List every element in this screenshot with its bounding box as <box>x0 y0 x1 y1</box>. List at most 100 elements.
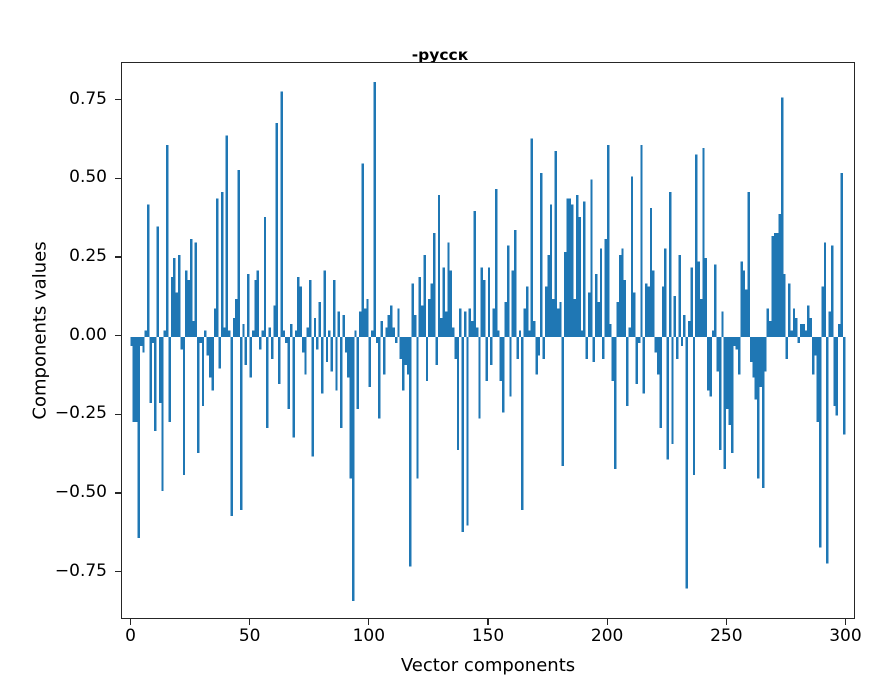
bar <box>559 302 562 337</box>
bar <box>168 336 171 422</box>
bar <box>704 258 708 337</box>
bar <box>518 330 522 337</box>
bar <box>754 336 758 400</box>
bar <box>516 336 519 359</box>
bar <box>239 336 243 510</box>
bar <box>311 336 314 457</box>
bar <box>166 144 169 337</box>
x-tick-mark <box>487 619 489 625</box>
x-tick-mark <box>844 619 847 625</box>
bar <box>685 336 688 589</box>
bar <box>642 336 646 394</box>
bar <box>811 336 815 375</box>
bar <box>468 308 472 337</box>
bar <box>297 276 300 337</box>
bar <box>144 330 148 337</box>
bar <box>585 336 588 359</box>
bar <box>313 317 317 337</box>
bar <box>599 248 603 337</box>
bar <box>490 336 493 366</box>
bar <box>294 330 298 337</box>
bar <box>356 336 360 410</box>
bar <box>328 330 331 337</box>
bar <box>545 286 548 337</box>
bar <box>382 336 386 375</box>
bar <box>497 330 500 337</box>
bar <box>595 273 598 337</box>
bar <box>192 321 195 337</box>
bar <box>137 336 140 539</box>
bar <box>571 204 574 337</box>
bar <box>547 254 550 337</box>
bar <box>237 169 240 337</box>
bar <box>282 330 286 337</box>
bar <box>766 308 770 337</box>
bar <box>418 276 422 337</box>
bar <box>826 336 829 564</box>
x-tick-mark <box>129 619 132 625</box>
bar <box>809 317 812 337</box>
bar <box>773 232 777 337</box>
bar <box>433 232 436 337</box>
bar <box>316 336 319 350</box>
bar <box>604 239 607 337</box>
bar <box>151 336 155 344</box>
bar <box>785 336 789 359</box>
bar <box>149 336 152 403</box>
bar <box>473 210 476 337</box>
bar <box>807 305 810 337</box>
bar <box>483 280 486 337</box>
bar <box>340 336 343 429</box>
bar <box>180 336 183 350</box>
bar <box>590 179 593 337</box>
bar <box>487 267 491 337</box>
bar <box>614 336 617 469</box>
bar <box>537 336 541 356</box>
bar <box>380 321 383 337</box>
bar <box>673 295 677 337</box>
bar <box>699 299 703 337</box>
bar <box>211 336 214 391</box>
bar <box>332 280 336 337</box>
bar <box>278 336 281 384</box>
bar <box>394 336 398 344</box>
bar <box>761 336 765 488</box>
bar <box>814 336 817 356</box>
bar <box>178 254 181 337</box>
bar <box>556 308 560 337</box>
bar <box>235 299 238 337</box>
bar <box>566 198 569 337</box>
bar <box>721 311 724 337</box>
chart-title-line-1: -русск <box>411 46 469 64</box>
bar <box>535 336 538 375</box>
bar <box>587 292 591 337</box>
bar <box>514 229 517 337</box>
bar <box>504 302 507 337</box>
bar <box>275 122 279 337</box>
bar <box>668 192 672 337</box>
bar <box>485 336 488 381</box>
bar <box>378 336 381 419</box>
bar <box>187 280 190 337</box>
bar <box>735 336 739 350</box>
bar <box>363 308 367 337</box>
bar <box>385 327 388 337</box>
bar <box>359 311 362 337</box>
bar <box>459 308 462 337</box>
bar <box>795 317 798 337</box>
bar <box>425 336 429 381</box>
bar <box>492 308 495 337</box>
bar <box>540 173 543 337</box>
bar <box>175 292 178 337</box>
bar <box>325 336 329 362</box>
bar <box>626 336 629 407</box>
plot-axes <box>121 62 855 619</box>
x-tick-label: 0 <box>125 626 136 646</box>
bar <box>840 173 843 337</box>
x-tick-label: 300 <box>829 626 862 646</box>
bar <box>652 270 655 337</box>
bar <box>402 336 405 391</box>
bar <box>578 217 581 337</box>
bar <box>602 336 605 359</box>
x-tick-label: 50 <box>238 626 261 646</box>
